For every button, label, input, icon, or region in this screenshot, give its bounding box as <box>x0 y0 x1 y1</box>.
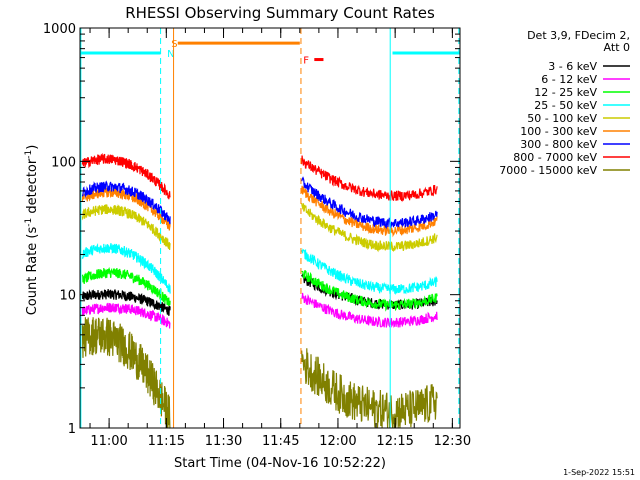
marker-label-s: S <box>171 39 177 50</box>
x-tick-label-1115: 11:15 <box>148 434 185 449</box>
x-tick-label-1215: 12:15 <box>376 434 413 449</box>
legend-label-2: 6 - 12 keV <box>541 73 597 86</box>
marker-label-f: F <box>303 56 309 67</box>
plot-area: NS F <box>80 28 460 429</box>
y-axis-label-main: Count Rate (s <box>25 227 40 316</box>
series-line-7-before-gap <box>81 180 171 225</box>
x-tick-label-1145: 11:45 <box>262 434 299 449</box>
series-line-3-before-gap <box>81 266 171 306</box>
legend-label-3: 12 - 25 keV <box>534 86 597 99</box>
axes: 1 10 100 1000 11:00 11:15 11:30 11:45 12:00 12:15… <box>43 22 471 449</box>
series-line-9-after-gap <box>301 348 438 429</box>
y-tick-label-1: 1 <box>68 422 76 437</box>
x-axis-label: Start Time (04-Nov-16 10:52:22) <box>174 456 386 471</box>
legend-header-line2: Att 0 <box>604 41 630 54</box>
legend-label-7: 300 - 800 keV <box>520 138 597 151</box>
x-tick-label-1100: 11:00 <box>90 434 127 449</box>
series-line-5-before-gap <box>81 204 171 251</box>
footer-timestamp: 1-Sep-2022 15:51 <box>563 468 635 477</box>
series-line-4-after-gap <box>301 248 438 295</box>
series-line-9-before-gap <box>81 317 171 429</box>
marker-label-n: N <box>167 49 174 60</box>
series-line-8-before-gap <box>81 153 171 200</box>
series-line-3-after-gap <box>301 270 438 312</box>
legend-label-5: 50 - 100 keV <box>527 112 597 125</box>
y-tick-label-1000: 1000 <box>43 22 76 37</box>
legend-header-line1: Det 3,9, FDecim 2, <box>527 29 630 42</box>
series-line-5-after-gap <box>301 203 438 253</box>
x-tick-label-1200: 12:00 <box>319 434 356 449</box>
legend-label-4: 25 - 50 keV <box>534 99 597 112</box>
x-tick-label-1230: 12:30 <box>434 434 471 449</box>
legend-label-8: 800 - 7000 keV <box>513 151 597 164</box>
series-line-6-before-gap <box>81 187 171 231</box>
y-axis-label-sup1: -1 <box>24 218 34 227</box>
legend-label-1: 3 - 6 keV <box>548 60 597 73</box>
y-axis-label: Count Rate (s-1 detector-1) <box>24 145 40 316</box>
chart-title: RHESSI Observing Summary Count Rates <box>125 4 435 22</box>
series-line-2-after-gap <box>301 292 438 328</box>
y-axis-label-end: ) <box>25 145 40 150</box>
series-line-8-after-gap <box>301 155 438 203</box>
y-axis-label-mid: detector <box>25 158 40 218</box>
x-tick-label-1130: 11:30 <box>205 434 242 449</box>
legend-label-9: 7000 - 15000 keV <box>499 164 597 177</box>
series-line-1-before-gap <box>81 289 171 316</box>
y-tick-label-100: 100 <box>51 155 76 170</box>
legend-label-6: 100 - 300 keV <box>520 125 597 138</box>
series-line-7-after-gap <box>301 176 438 230</box>
series-line-4-before-gap <box>81 242 171 294</box>
y-tick-label-10: 10 <box>59 289 76 304</box>
plot-frame <box>79 27 461 429</box>
series-line-2-before-gap <box>81 302 171 329</box>
y-axis-label-sup2: -1 <box>24 150 34 159</box>
